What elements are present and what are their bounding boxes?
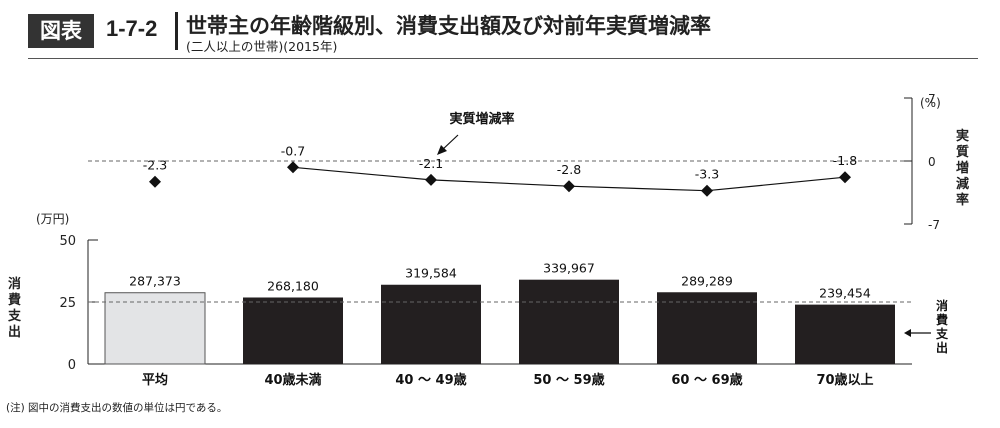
expense-axis-title-char: 支 <box>7 308 22 324</box>
expense-data-label: 289,289 <box>681 273 733 288</box>
chart-header: 図表 1-7-2 世帯主の年齢階級別、消費支出額及び対前年実質増減率 (二人以上… <box>0 0 1000 60</box>
rate-data-label: -3.3 <box>695 167 719 182</box>
expense-series-label-char: 支 <box>935 326 949 341</box>
expense-axis-tick-label: 0 <box>68 358 76 373</box>
expense-series-label-char: 出 <box>936 340 948 355</box>
footnote: (注) 図中の消費支出の数値の単位は円である。 <box>6 402 228 414</box>
category-label: 60 ～ 69歳 <box>671 372 742 388</box>
expense-axis-title-char: 出 <box>8 324 21 340</box>
category-label: 平均 <box>142 372 168 388</box>
expense-axis-title-char: 消 <box>8 276 21 292</box>
header-rule <box>28 58 978 59</box>
expense-bar <box>519 279 619 364</box>
expense-axis-unit: (万円) <box>36 212 69 226</box>
expense-bar <box>243 297 343 364</box>
rate-axis-title-char: 率 <box>956 192 969 208</box>
category-label: 40歳未満 <box>264 372 321 388</box>
expense-bar <box>657 292 757 364</box>
expense-data-label: 239,454 <box>819 286 871 301</box>
expense-data-label: 287,373 <box>129 274 181 289</box>
chart-title: 世帯主の年齢階級別、消費支出額及び対前年実質増減率 <box>186 14 711 38</box>
category-label: 50 ～ 59歳 <box>533 372 604 388</box>
rate-axis-unit: (%) <box>920 96 941 110</box>
combo-chart: 7 0 -7 (%) 実質増減率 -2.3 -0.7 -2.1 -2.8 -3.3 -1.8 実質増減… <box>7 92 969 388</box>
rate-axis-tick-label: 7 <box>928 92 936 106</box>
chart-subtitle: (二人以上の世帯)(2015年) <box>186 39 338 54</box>
expense-data-label: 339,967 <box>543 261 595 276</box>
rate-point <box>425 173 437 186</box>
rate-data-label: -2.1 <box>419 156 443 171</box>
expense-bar <box>795 304 895 364</box>
rate-data-label: -2.8 <box>557 162 581 177</box>
expense-bar <box>381 284 481 364</box>
rate-axis-tick-label: 0 <box>928 155 936 169</box>
expense-data-label: 268,180 <box>267 278 319 293</box>
rate-axis-title-char: 実 <box>956 128 969 144</box>
rate-data-label: -2.3 <box>143 158 167 173</box>
expense-axis-title-char: 費 <box>8 292 21 308</box>
rate-axis-tick-label: -7 <box>928 218 940 232</box>
expense-arrow-head <box>904 329 911 337</box>
rate-series-label: 実質増減率 <box>449 111 514 127</box>
rate-axis-title-char: 質 <box>956 144 969 160</box>
figure-number: 1-7-2 <box>106 16 158 41</box>
rate-point <box>563 180 575 193</box>
rate-point <box>701 184 713 197</box>
rate-point <box>839 171 851 184</box>
expense-series-label-char: 費 <box>936 312 948 327</box>
expense-axis-tick-label: 50 <box>59 234 76 249</box>
category-label: 70歳以上 <box>816 372 873 388</box>
expense-bar <box>104 292 206 365</box>
rate-data-label: -1.8 <box>833 153 857 168</box>
title-divider <box>175 12 178 50</box>
category-label: 40 ～ 49歳 <box>395 372 466 388</box>
figure-badge: 図表 <box>28 14 94 48</box>
rate-point <box>149 175 161 188</box>
expense-axis-tick-label: 25 <box>59 296 76 311</box>
rate-arrow-head <box>437 145 447 155</box>
rate-data-label: -0.7 <box>281 143 305 158</box>
rate-point <box>287 161 299 174</box>
rate-axis-title-char: 増 <box>956 160 969 176</box>
expense-series-label-char: 消 <box>936 298 948 313</box>
rate-axis-title-char: 減 <box>956 176 969 192</box>
expense-data-label: 319,584 <box>405 266 457 281</box>
